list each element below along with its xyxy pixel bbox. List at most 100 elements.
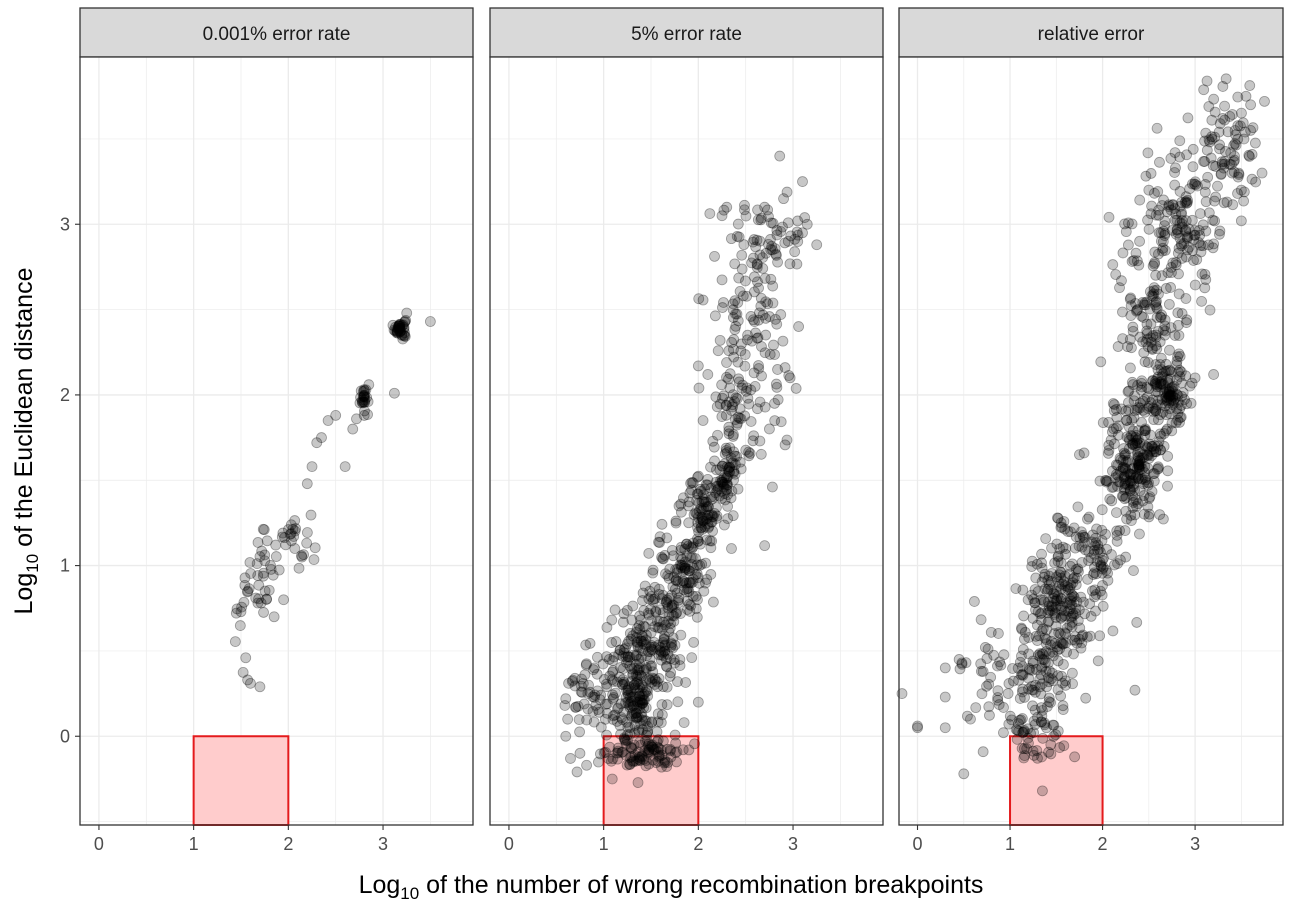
data-point: [1148, 443, 1160, 455]
data-point: [683, 496, 695, 508]
data-point: [1133, 462, 1145, 474]
data-point: [1153, 436, 1165, 448]
data-point: [1112, 480, 1123, 492]
data-point: [1074, 622, 1086, 634]
data-point: [1083, 546, 1095, 558]
data-point: [678, 576, 690, 588]
data-point: [1152, 371, 1164, 383]
panel-background: [899, 57, 1283, 825]
data-point: [627, 669, 639, 681]
data-point: [1050, 601, 1062, 613]
data-point: [792, 236, 804, 247]
data-point: [722, 513, 734, 525]
data-point: [665, 653, 676, 665]
data-point: [727, 304, 739, 316]
data-point: [600, 698, 612, 710]
data-point: [1185, 397, 1197, 409]
data-point: [740, 444, 752, 456]
data-point: [985, 626, 997, 638]
data-point: [601, 622, 613, 633]
data-point: [1148, 288, 1159, 300]
data-point: [1042, 616, 1054, 628]
data-point: [1089, 540, 1101, 552]
data-point: [1066, 610, 1077, 622]
data-point: [1028, 727, 1039, 738]
data-point: [710, 476, 722, 488]
data-point: [391, 325, 403, 336]
data-point: [1116, 275, 1127, 287]
data-point: [718, 488, 730, 499]
data-point: [1189, 372, 1201, 384]
data-point: [1128, 395, 1140, 407]
data-point: [1031, 635, 1043, 646]
data-point: [1149, 468, 1160, 479]
data-point: [1219, 158, 1230, 170]
data-point: [1148, 446, 1160, 458]
data-point: [1139, 472, 1151, 484]
data-point: [1100, 474, 1111, 486]
data-point: [685, 477, 697, 489]
data-point: [654, 644, 666, 656]
data-point: [671, 756, 682, 768]
data-point: [1128, 565, 1139, 577]
data-point: [1153, 204, 1165, 216]
data-point: [724, 462, 736, 473]
data-point: [1010, 724, 1022, 735]
data-point: [731, 419, 743, 431]
data-point: [1066, 599, 1078, 611]
data-point: [1156, 200, 1168, 211]
data-point: [1131, 435, 1142, 447]
data-point: [628, 739, 640, 751]
data-point: [644, 674, 656, 686]
data-point: [1188, 229, 1200, 241]
data-point: [1047, 719, 1059, 731]
data-point: [723, 425, 735, 437]
data-point: [1199, 156, 1211, 167]
data-point: [1047, 646, 1059, 658]
data-point: [576, 686, 588, 698]
data-point: [1051, 641, 1063, 653]
data-point: [301, 478, 313, 490]
data-point: [738, 239, 750, 251]
data-point: [716, 460, 728, 472]
data-point: [1151, 303, 1163, 315]
data-point: [1151, 122, 1163, 134]
data-point: [661, 661, 673, 673]
data-point: [1134, 235, 1145, 247]
data-point: [741, 334, 753, 346]
data-point: [587, 691, 599, 703]
data-point: [619, 678, 630, 690]
data-point: [603, 653, 615, 665]
gridlines: [490, 57, 883, 825]
data-point: [752, 332, 764, 344]
data-point: [939, 722, 951, 734]
data-point: [1232, 171, 1244, 183]
data-point: [754, 435, 766, 447]
data-point: [975, 658, 987, 670]
data-point: [693, 505, 705, 517]
data-point: [1136, 416, 1147, 428]
data-point: [656, 761, 667, 773]
data-point: [243, 583, 255, 595]
data-point: [1191, 254, 1203, 265]
data-point: [645, 639, 657, 651]
data-point: [612, 742, 624, 754]
data-point: [988, 649, 1000, 661]
data-point: [1171, 214, 1183, 226]
data-point: [1178, 238, 1190, 249]
data-point: [736, 263, 748, 275]
data-point: [670, 608, 682, 619]
data-point: [1085, 610, 1097, 622]
data-point: [771, 229, 783, 241]
data-point: [1198, 84, 1210, 96]
data-point: [630, 707, 642, 719]
data-point: [612, 702, 624, 714]
data-point: [1154, 311, 1166, 323]
data-point: [656, 749, 668, 761]
data-point: [995, 659, 1007, 671]
data-point: [263, 584, 275, 596]
data-point: [617, 678, 629, 690]
data-point: [1128, 412, 1140, 423]
data-point: [663, 573, 675, 584]
